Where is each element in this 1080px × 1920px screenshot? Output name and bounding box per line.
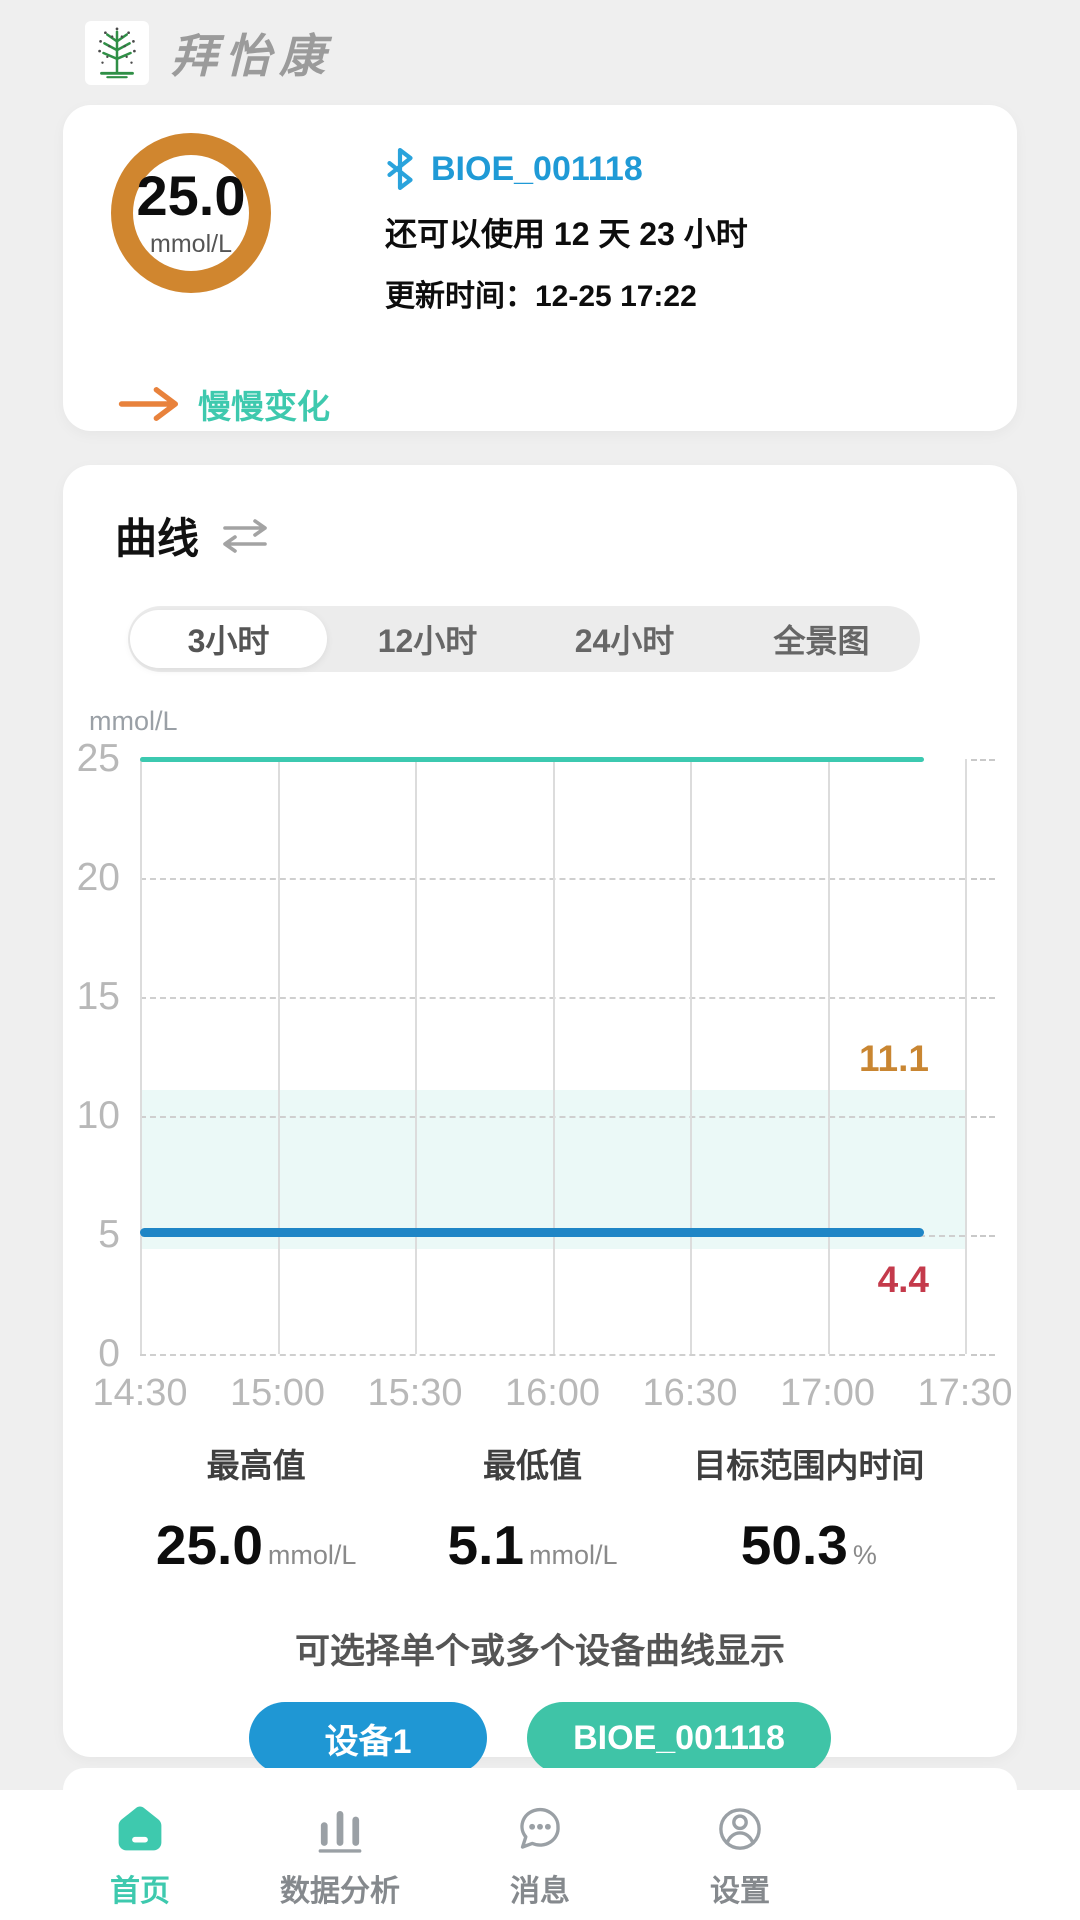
- stat-time-in-range: 目标范围内时间 50.3 %: [671, 1439, 947, 1577]
- tab-panorama[interactable]: 全景图: [773, 623, 870, 659]
- tab-24h[interactable]: 24小时: [574, 623, 675, 659]
- right-edge-dash: [971, 759, 995, 761]
- nav-label: 消息: [510, 1875, 570, 1908]
- v-gridline: [277, 759, 280, 1354]
- nav-label: 首页: [110, 1875, 170, 1908]
- x-tick-label: 14:30: [92, 1372, 188, 1414]
- nav-item-analytics[interactable]: 数据分析: [240, 1790, 440, 1920]
- glucose-chart: 0 5 10 15 20 25 14:30 15:00 15:30 16:00 16:30 17:00…: [63, 737, 1017, 1414]
- nav-label: 设置: [710, 1875, 770, 1908]
- y-tick-label: 15: [76, 975, 120, 1018]
- x-tick-label: 15:00: [229, 1372, 326, 1414]
- stats-row: 最高值 25.0 mmol/L 最低值 5.1 mmol/L 目标范围内时间 5…: [63, 1439, 1017, 1577]
- swap-icon[interactable]: [219, 518, 271, 554]
- y-tick-label: 10: [76, 1094, 120, 1137]
- v-gridline: [690, 759, 692, 1354]
- app-logo: [85, 21, 149, 85]
- y-tick-label: 25: [76, 737, 120, 780]
- device-name: BIOE_001118: [431, 149, 643, 188]
- remaining-time: 还可以使用 12 天 23 小时: [385, 216, 748, 252]
- status-info: BIOE_001118 还可以使用 12 天 23 小时 更新时间：12-25 …: [385, 145, 748, 315]
- update-time: 更新时间：12-25 17:22: [385, 280, 697, 313]
- stat-min: 最低值 5.1 mmol/L: [394, 1439, 670, 1577]
- stat-unit: %: [852, 1540, 877, 1570]
- right-edge-dash: [971, 1235, 995, 1237]
- bottom-nav: 首页 数据分析 消息: [0, 1790, 1080, 1920]
- glucose-value: 25.0: [136, 163, 246, 227]
- trend-label: 慢慢变化: [198, 388, 330, 425]
- x-tick-label: 15:30: [367, 1372, 463, 1414]
- v-gridline: [965, 759, 967, 1354]
- nav-item-settings[interactable]: 设置: [640, 1790, 840, 1920]
- y-axis-unit-label: mmol/L: [89, 706, 178, 736]
- v-gridline: [415, 759, 417, 1354]
- chat-icon: [513, 1800, 567, 1858]
- tab-3h[interactable]: 3小时: [130, 610, 327, 668]
- right-edge-dash: [971, 997, 995, 999]
- v-gridline: [552, 759, 555, 1354]
- x-tick-label: 17:00: [779, 1372, 876, 1414]
- right-edge-dash: [971, 1354, 995, 1356]
- curve-card: 曲线 3小时 12小时 24小时 全景图 mmol/L 0 5 10 15 20 25 14…: [63, 465, 1017, 1774]
- nav-item-home[interactable]: 首页: [40, 1790, 240, 1920]
- bluetooth-icon: [387, 148, 413, 190]
- trend-arrow-icon: [118, 387, 179, 421]
- right-edge-dash: [971, 1116, 995, 1118]
- y-tick-label: 20: [76, 856, 120, 899]
- device-bioe-button[interactable]: BIOE_001118: [527, 1702, 831, 1774]
- stat-value: 5.1: [447, 1514, 524, 1576]
- low-threshold-label: 4.4: [877, 1259, 929, 1301]
- x-tick-label: 16:30: [642, 1372, 738, 1414]
- home-icon: [113, 1800, 167, 1858]
- x-tick-label: 17:30: [917, 1372, 1013, 1414]
- curve-title: 曲线: [115, 515, 200, 562]
- x-tick-label: 16:00: [504, 1372, 601, 1414]
- h-gridline: [140, 1354, 965, 1356]
- chart-plot[interactable]: 0 5 10 15 20 25 14:30 15:00 15:30 16:00 16:30 17:00…: [77, 737, 1013, 1414]
- time-range-tabs: 3小时 12小时 24小时 全景图: [128, 606, 920, 672]
- stat-value: 25.0: [155, 1514, 263, 1576]
- trend-indicator: 慢慢变化: [118, 380, 330, 428]
- user-icon: [713, 1800, 767, 1858]
- nav-item-messages[interactable]: 消息: [440, 1790, 640, 1920]
- stat-value: 50.3: [740, 1514, 848, 1576]
- device-link[interactable]: BIOE_001118: [385, 145, 748, 193]
- high-threshold-label: 11.1: [859, 1037, 929, 1079]
- nav-label: 数据分析: [280, 1875, 400, 1908]
- curve-header: 曲线: [63, 465, 1017, 566]
- tree-logo-icon: [98, 27, 136, 79]
- glucose-unit: mmol/L: [150, 229, 232, 258]
- stat-label: 最低值: [482, 1447, 582, 1484]
- glucose-gauge: 25.0 mmol/L: [111, 133, 271, 293]
- v-gridline: [140, 759, 142, 1354]
- v-gridline: [827, 759, 830, 1354]
- tab-12h[interactable]: 12小时: [377, 623, 478, 659]
- stat-unit: mmol/L: [528, 1540, 618, 1570]
- stat-label: 目标范围内时间: [693, 1447, 925, 1484]
- status-card: 25.0 mmol/L BIOE_001118 还可以使用 12 天 23 小时…: [63, 105, 1017, 431]
- bar-chart-icon: [313, 1800, 367, 1858]
- stat-label: 最高值: [206, 1447, 306, 1484]
- y-tick-label: 5: [98, 1213, 120, 1256]
- series-line: [140, 756, 924, 762]
- next-card-peek: [63, 1768, 1017, 1790]
- right-edge-dash: [971, 878, 995, 880]
- stat-max: 最高值 25.0 mmol/L: [118, 1439, 394, 1577]
- app-title: 拜怡康: [171, 30, 333, 82]
- device-buttons: 设备1 BIOE_001118: [63, 1702, 1017, 1774]
- series-line: [140, 1228, 924, 1238]
- device-1-button[interactable]: 设备1: [249, 1702, 488, 1774]
- app-header: 拜怡康: [85, 20, 333, 86]
- device-select-hint: 可选择单个或多个设备曲线显示: [294, 1632, 785, 1671]
- stat-unit: mmol/L: [267, 1540, 357, 1570]
- y-tick-label: 0: [98, 1332, 120, 1375]
